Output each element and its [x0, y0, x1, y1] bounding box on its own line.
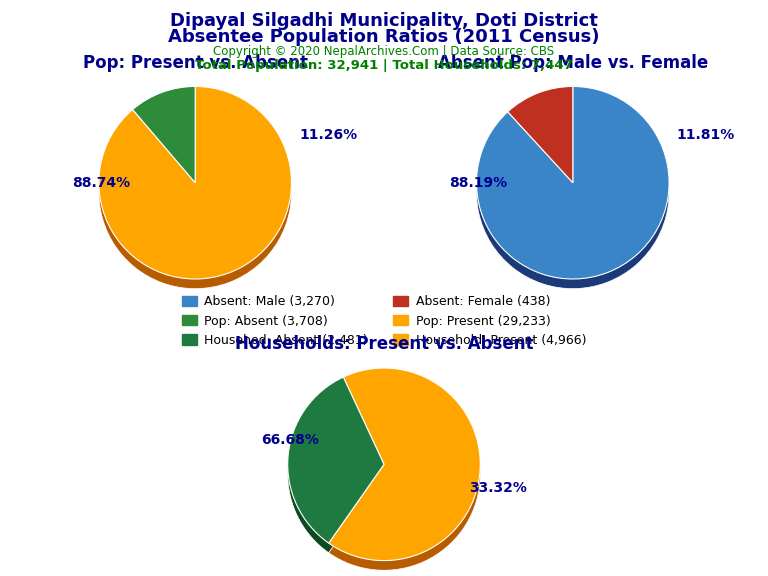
Legend: Absent: Male (3,270), Pop: Absent (3,708), Househod: Absent (2,481), Absent: Fem: Absent: Male (3,270), Pop: Absent (3,708… — [182, 295, 586, 347]
Text: Total Population: 32,941 | Total Households: 7,447: Total Population: 32,941 | Total Househo… — [195, 59, 573, 73]
Text: Dipayal Silgadhi Municipality, Doti District: Dipayal Silgadhi Municipality, Doti Dist… — [170, 12, 598, 29]
Text: Copyright © 2020 NepalArchives.Com | Data Source: CBS: Copyright © 2020 NepalArchives.Com | Dat… — [214, 45, 554, 58]
Text: Absentee Population Ratios (2011 Census): Absentee Population Ratios (2011 Census) — [168, 28, 600, 46]
